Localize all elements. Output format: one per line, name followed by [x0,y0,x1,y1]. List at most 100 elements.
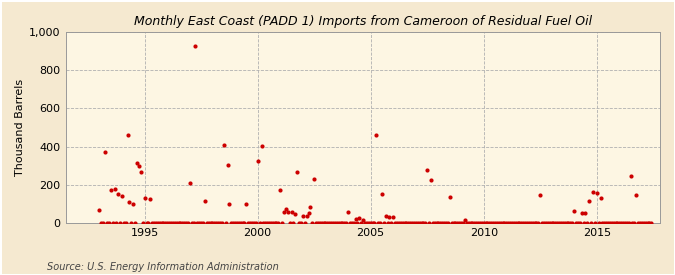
Point [516,221,526,225]
Point [184,181,195,185]
Point [341,221,352,225]
Point [198,221,209,225]
Point [286,210,297,214]
Point [587,189,598,194]
Point [262,221,273,225]
Point [160,221,171,225]
Point [591,190,602,195]
Point [465,221,476,225]
Point [644,221,655,225]
Point [348,221,359,225]
Point [103,221,114,225]
Point [155,221,165,225]
Point [435,221,446,225]
Point [346,221,357,225]
Point [379,221,389,225]
Point [396,221,406,225]
Point [441,221,452,225]
Point [497,221,508,225]
Point [437,221,448,225]
Point [130,221,140,225]
Point [226,221,237,225]
Point [537,221,547,225]
Point [593,221,604,225]
Point [175,221,186,225]
Point [414,221,425,225]
Point [398,221,408,225]
Point [305,205,316,209]
Point [622,221,632,225]
Point [584,199,595,203]
Point [599,221,610,225]
Point [520,221,531,225]
Point [412,221,423,225]
Point [450,221,461,225]
Point [143,221,154,225]
Point [313,221,323,225]
Point [333,221,344,225]
Point [156,221,167,225]
Point [556,221,566,225]
Point [618,221,628,225]
Point [124,200,135,204]
Point [296,221,306,225]
Point [232,221,242,225]
Point [343,210,354,214]
Point [565,221,576,225]
Point [207,221,218,225]
Point [167,221,178,225]
Point [181,221,192,225]
Point [625,174,636,178]
Point [506,221,517,225]
Point [230,221,240,225]
Point [271,221,282,225]
Point [126,221,137,225]
Point [542,221,553,225]
Point [273,221,284,225]
Point [470,221,481,225]
Point [250,221,261,225]
Point [567,221,578,225]
Point [367,221,378,225]
Point [499,221,510,225]
Point [371,133,382,138]
Point [444,195,455,200]
Point [605,221,616,225]
Point [224,202,235,206]
Point [109,186,120,191]
Point [578,221,589,225]
Point [381,214,392,219]
Point [631,193,642,198]
Point [339,221,350,225]
Point [132,161,142,165]
Point [217,221,227,225]
Point [646,221,657,225]
Point [292,170,302,175]
Point [331,221,342,225]
Point [424,221,435,225]
Point [488,221,499,225]
Point [365,221,376,225]
Point [501,221,512,225]
Point [256,144,267,148]
Point [222,163,233,167]
Point [290,211,301,216]
Point [456,221,466,225]
Point [524,221,535,225]
Point [576,210,587,215]
Point [460,218,470,222]
Point [580,210,591,215]
Point [241,202,252,206]
Point [209,221,220,225]
Point [551,221,562,225]
Point [337,221,348,225]
Point [572,221,583,225]
Point [407,221,418,225]
Point [616,221,626,225]
Point [136,170,146,175]
Point [320,221,331,225]
Point [101,221,112,225]
Point [560,221,570,225]
Point [620,221,630,225]
Point [327,221,338,225]
